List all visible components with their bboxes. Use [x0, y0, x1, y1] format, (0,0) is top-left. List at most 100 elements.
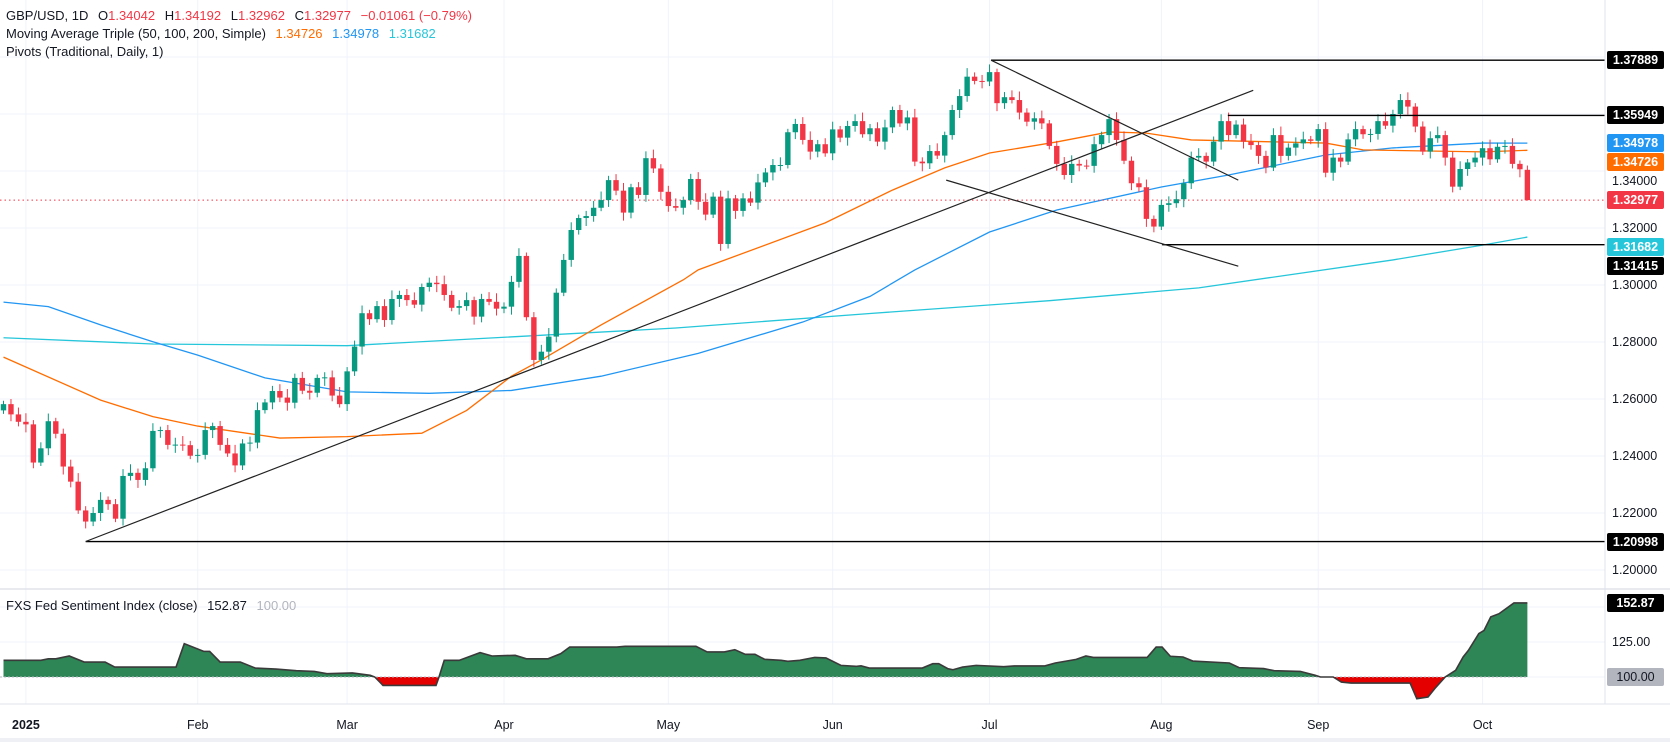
- candle-body: [1225, 121, 1232, 136]
- candle-body: [389, 298, 395, 321]
- candle-body: [15, 414, 22, 422]
- candle-body: [247, 442, 253, 444]
- candle-body: [673, 206, 679, 208]
- candle: [389, 290, 395, 325]
- candle: [523, 252, 530, 321]
- candle-body: [1345, 139, 1351, 162]
- candle: [478, 293, 485, 323]
- candle: [209, 422, 216, 439]
- candle: [254, 402, 261, 449]
- candle: [471, 296, 477, 325]
- candle: [695, 172, 701, 210]
- candle-body: [97, 499, 104, 513]
- candle-body: [135, 472, 141, 480]
- candle-body: [501, 306, 507, 309]
- candle: [605, 175, 612, 207]
- candle: [620, 182, 627, 221]
- candle-body: [172, 444, 179, 446]
- candle-body: [224, 444, 231, 454]
- candle-body: [68, 466, 74, 482]
- candle-body: [1136, 183, 1142, 188]
- candle-body: [680, 200, 686, 208]
- candle-body: [1293, 143, 1299, 148]
- candle-body: [322, 377, 328, 379]
- candle-body: [441, 284, 447, 295]
- close-value: 1.32977: [304, 8, 351, 23]
- candle: [1009, 90, 1015, 104]
- candle-body: [635, 187, 642, 195]
- candle: [15, 407, 22, 427]
- candle-body: [1181, 183, 1187, 200]
- candle-body: [1061, 163, 1067, 175]
- pivots-legend[interactable]: Pivots (Traditional, Daily, 1): [6, 44, 164, 60]
- candle-body: [411, 300, 418, 305]
- candle-body: [284, 397, 291, 403]
- candle-body: [75, 481, 81, 511]
- candle: [224, 438, 231, 457]
- candle: [688, 173, 694, 205]
- candle: [404, 288, 410, 306]
- candle-body: [112, 504, 119, 519]
- symbol-legend[interactable]: GBP/USD, 1D O1.34042 H1.34192 L1.32962 C…: [6, 8, 472, 24]
- candle-body: [927, 151, 933, 164]
- candle-body: [1083, 165, 1090, 167]
- candle: [762, 168, 769, 187]
- candle: [1435, 126, 1441, 143]
- candle: [142, 462, 149, 486]
- candle-body: [262, 402, 268, 411]
- candle-body: [351, 346, 358, 372]
- candle-body: [516, 255, 522, 282]
- candle-body: [912, 117, 918, 162]
- candle: [770, 159, 776, 181]
- candle: [1091, 136, 1097, 173]
- candle: [1509, 138, 1516, 169]
- candle: [157, 426, 164, 438]
- candle-body: [277, 391, 283, 398]
- candle-body: [1151, 218, 1157, 227]
- high-value: 1.34192: [174, 8, 222, 23]
- candle: [1151, 215, 1157, 233]
- low-value: 1.32962: [237, 8, 285, 23]
- open-label: O: [97, 8, 109, 23]
- candle-body: [1300, 139, 1306, 144]
- candle: [1024, 108, 1030, 127]
- candle: [1345, 133, 1351, 166]
- candle: [1225, 112, 1232, 141]
- candle-body: [867, 128, 873, 135]
- candle-body: [1255, 145, 1262, 156]
- indicator-legend[interactable]: FXS Fed Sentiment Index (close) 152.87 1…: [6, 598, 296, 614]
- candle: [1472, 152, 1478, 168]
- sentiment-positive-area: [3, 602, 1528, 677]
- candle: [411, 292, 418, 309]
- candle-body: [1524, 169, 1531, 201]
- candle: [1375, 114, 1381, 140]
- candle-body: [531, 317, 537, 360]
- candle: [1158, 199, 1165, 230]
- candle-body: [956, 96, 963, 111]
- candle-body: [426, 282, 432, 287]
- candle: [1524, 165, 1531, 201]
- candle: [1263, 150, 1269, 174]
- candle-body: [1479, 148, 1486, 158]
- candle-body: [381, 306, 388, 321]
- candle-body: [934, 151, 940, 156]
- candle-body: [1420, 126, 1426, 152]
- candle-body: [239, 443, 246, 466]
- candle-body: [1031, 118, 1038, 122]
- candle-body: [859, 121, 866, 135]
- candle-body: [658, 168, 664, 192]
- candle-body: [986, 72, 993, 82]
- candle-body: [165, 430, 171, 445]
- ma-legend[interactable]: Moving Average Triple (50, 100, 200, Sim…: [6, 26, 436, 42]
- high-label: H: [164, 8, 175, 23]
- candle-body: [1240, 124, 1247, 142]
- candle-body: [1158, 204, 1165, 227]
- indicator-badge: 100.00: [1607, 668, 1664, 686]
- candle: [217, 420, 223, 451]
- candle: [1039, 110, 1045, 130]
- candle: [419, 283, 425, 312]
- price-tick-label: 1.32000: [1612, 221, 1658, 235]
- candle: [807, 131, 813, 160]
- candle: [1240, 118, 1247, 149]
